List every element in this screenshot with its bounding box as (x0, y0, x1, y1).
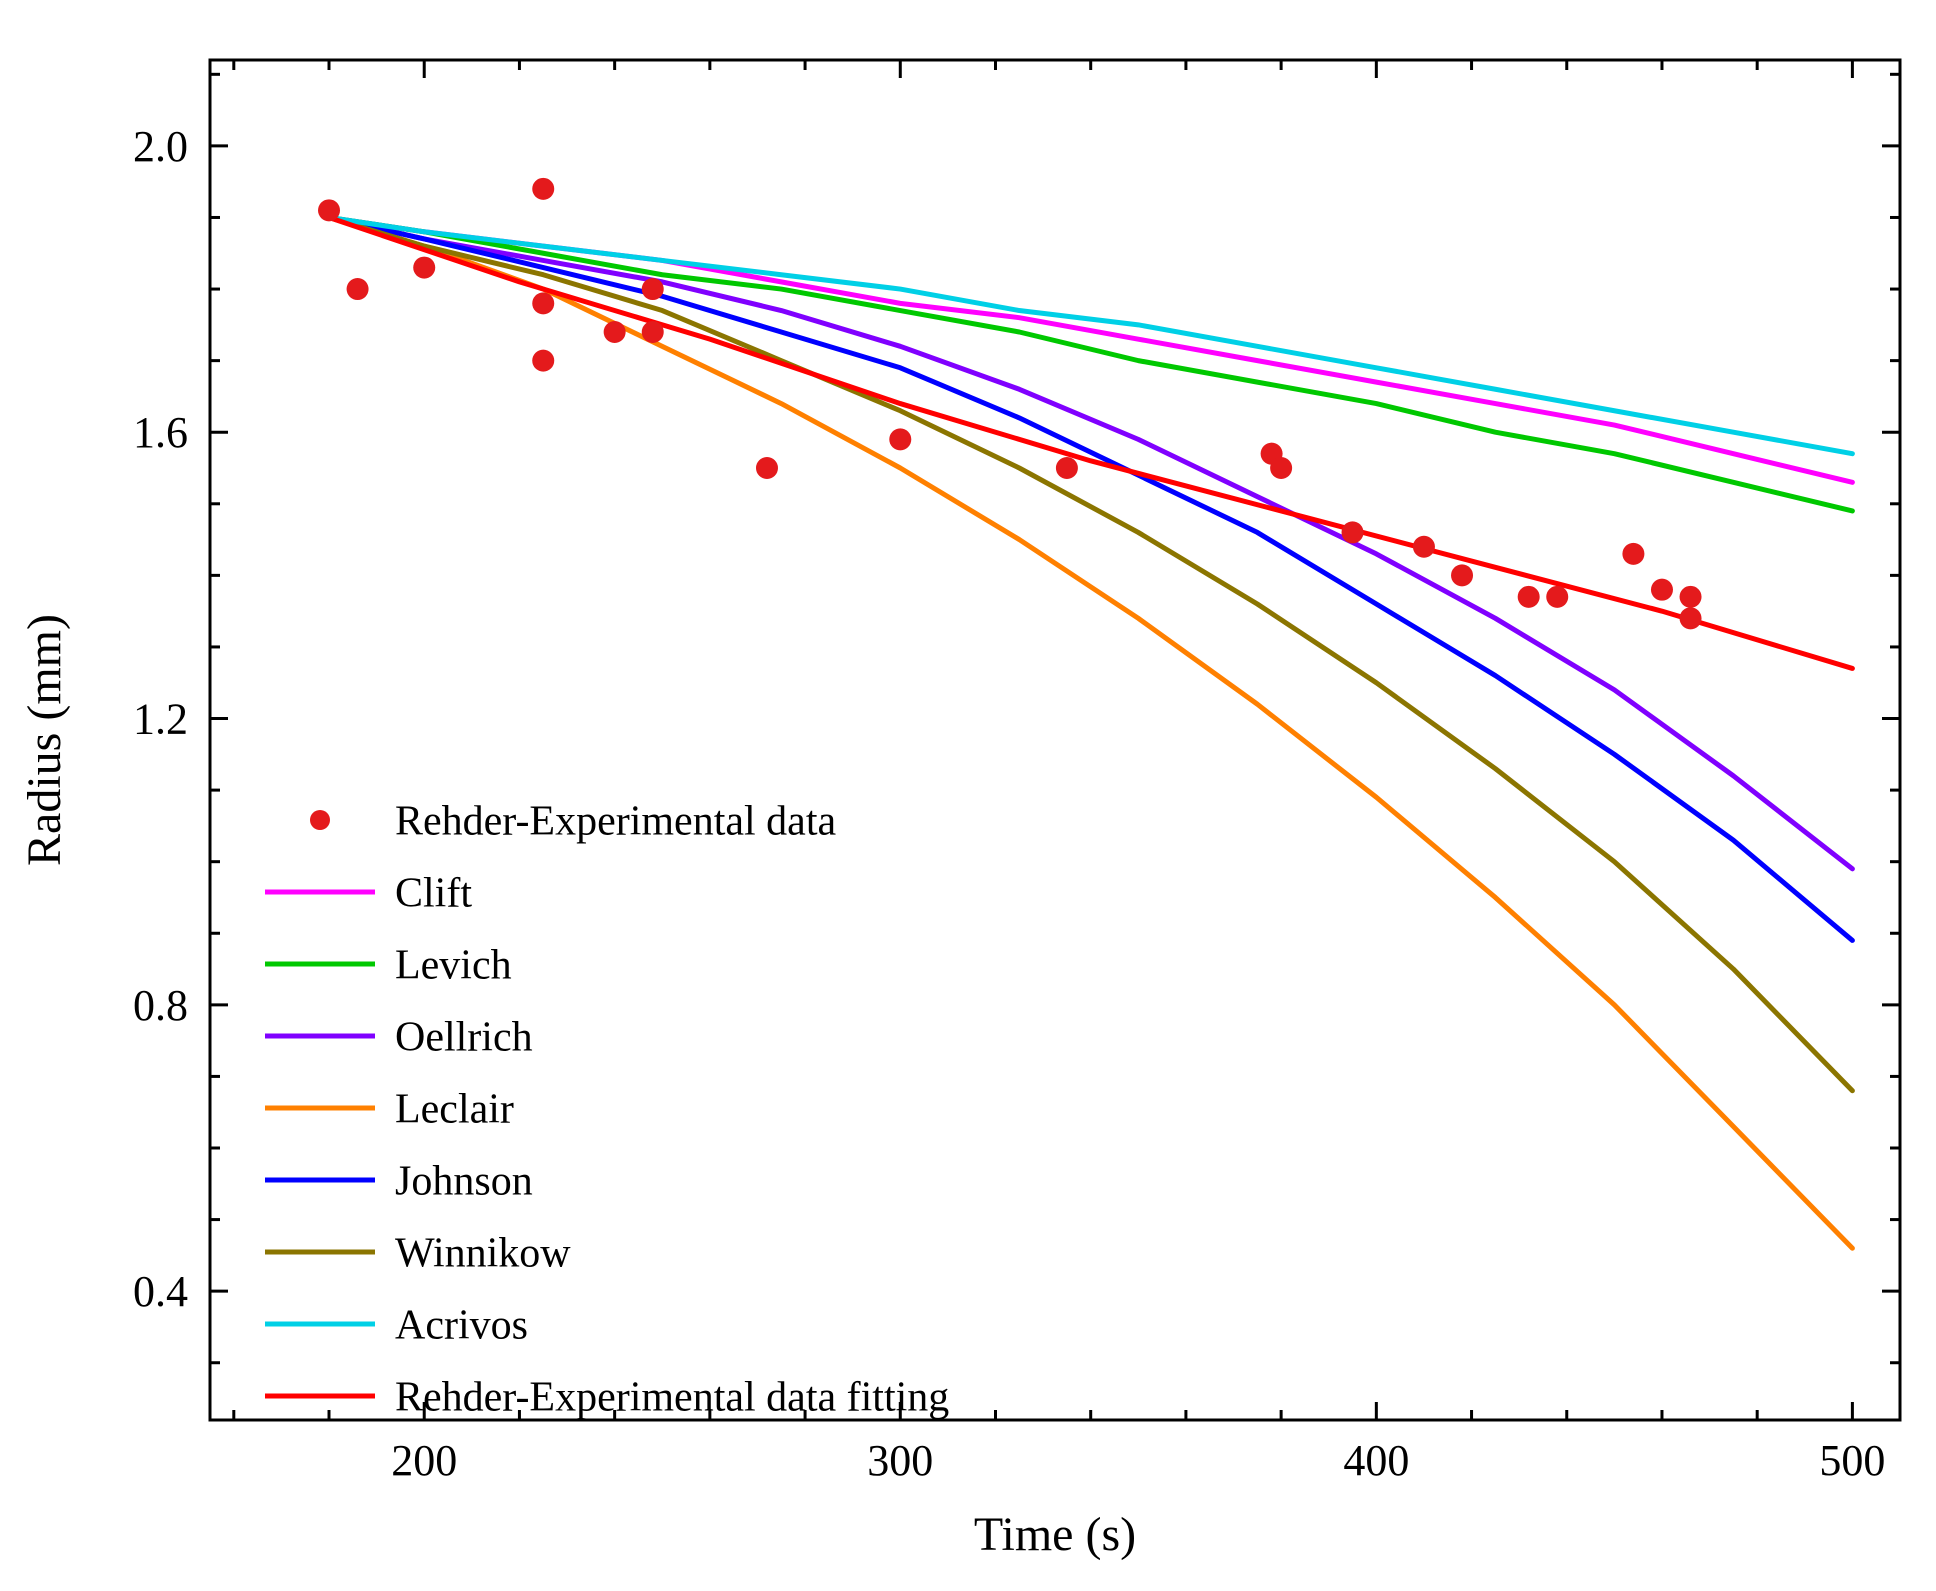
legend-marker (310, 810, 330, 830)
scatter-point (1651, 579, 1673, 601)
scatter-point (642, 278, 664, 300)
scatter-point (889, 428, 911, 450)
legend-label: Oellrich (395, 1015, 533, 1061)
legend-label: Rehder-Experimental data (395, 799, 836, 845)
scatter-point (1056, 457, 1078, 479)
legend-label: Winnikow (395, 1231, 571, 1277)
x-axis-label: Time (s) (974, 1508, 1136, 1561)
scatter-point (1342, 521, 1364, 543)
scatter-point (1451, 564, 1473, 586)
scatter-point (1518, 586, 1540, 608)
xtick-label: 400 (1343, 1436, 1409, 1485)
ytick-label: 0.8 (133, 981, 188, 1030)
scatter-point (642, 321, 664, 343)
scatter-point (1546, 586, 1568, 608)
scatter-point (756, 457, 778, 479)
legend-label: Clift (395, 871, 472, 917)
ytick-label: 0.4 (133, 1267, 188, 1316)
scatter-point (1680, 586, 1702, 608)
ytick-label: 1.2 (133, 695, 188, 744)
ytick-label: 2.0 (133, 122, 188, 171)
scatter-point (532, 350, 554, 372)
legend-label: Levich (395, 943, 512, 989)
legend-label: Acrivos (395, 1303, 528, 1349)
xtick-label: 500 (1819, 1436, 1885, 1485)
scatter-point (318, 199, 340, 221)
scatter-point (347, 278, 369, 300)
ytick-label: 1.6 (133, 408, 188, 457)
scatter-point (413, 257, 435, 279)
radius-time-chart: 200 300 400 500 Time (s) 0.4 0.8 1.2 1.6 2.0 Radiu… (0, 0, 1936, 1591)
scatter-point (1680, 607, 1702, 629)
xtick-label: 200 (391, 1436, 457, 1485)
scatter-point (532, 178, 554, 200)
scatter-point (1413, 536, 1435, 558)
scatter-point (532, 292, 554, 314)
legend-label: Johnson (395, 1159, 533, 1205)
legend-label: Rehder-Experimental data fitting (395, 1375, 949, 1421)
scatter-point (1270, 457, 1292, 479)
xtick-label: 300 (867, 1436, 933, 1485)
legend-label: Leclair (395, 1087, 514, 1133)
y-axis-label: Radius (mm) (18, 614, 71, 866)
scatter-point (1622, 543, 1644, 565)
scatter-point (604, 321, 626, 343)
chart-container: 200 300 400 500 Time (s) 0.4 0.8 1.2 1.6 2.0 Radiu… (0, 0, 1936, 1591)
